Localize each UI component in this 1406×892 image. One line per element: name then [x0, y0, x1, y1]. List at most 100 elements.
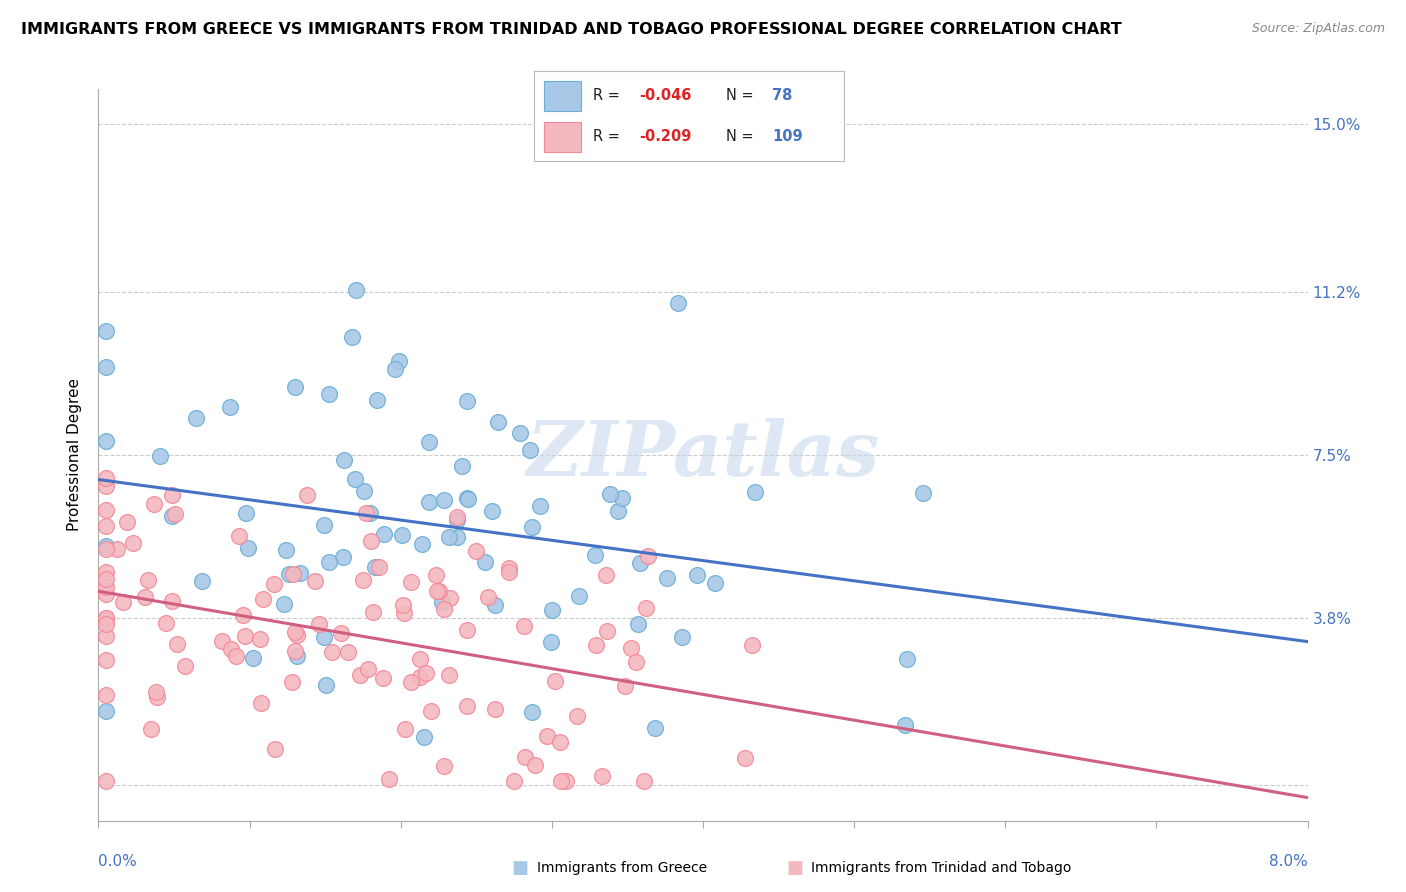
- Point: [249, 632, 271, 646]
- Point: [211, 633, 233, 648]
- Point: [520, 520, 543, 534]
- Point: [283, 567, 305, 582]
- Point: [412, 730, 434, 744]
- Point: [142, 497, 165, 511]
- Point: [591, 769, 613, 783]
- Point: [94, 471, 117, 485]
- Point: [359, 506, 381, 520]
- Text: ZIPatlas: ZIPatlas: [526, 418, 880, 491]
- Point: [94, 774, 117, 789]
- Point: [568, 589, 591, 603]
- Point: [186, 411, 208, 425]
- Point: [252, 591, 274, 606]
- Point: [446, 530, 468, 544]
- Point: [94, 653, 117, 667]
- Text: 0.0%: 0.0%: [98, 854, 138, 869]
- Point: [703, 576, 725, 591]
- Point: [409, 651, 432, 665]
- Text: 109: 109: [772, 129, 803, 145]
- Text: Immigrants from Trinidad and Tobago: Immigrants from Trinidad and Tobago: [811, 861, 1071, 875]
- Point: [377, 772, 399, 786]
- Text: R =: R =: [593, 129, 624, 145]
- Point: [734, 751, 756, 765]
- Point: [474, 555, 496, 569]
- Point: [141, 722, 163, 736]
- Point: [276, 542, 298, 557]
- Bar: [544, 81, 581, 111]
- Point: [536, 730, 558, 744]
- Text: ■: ■: [786, 859, 803, 877]
- Point: [360, 534, 382, 549]
- Point: [149, 449, 172, 463]
- Point: [596, 624, 619, 638]
- Point: [219, 641, 242, 656]
- Point: [232, 608, 254, 623]
- Point: [94, 479, 117, 493]
- Point: [411, 537, 433, 551]
- Point: [94, 324, 117, 338]
- Point: [160, 488, 183, 502]
- Point: [439, 591, 461, 605]
- Point: [235, 506, 257, 520]
- Point: [121, 535, 143, 549]
- Point: [238, 541, 260, 556]
- Point: [263, 577, 285, 591]
- Point: [321, 645, 343, 659]
- Point: [512, 619, 534, 633]
- Point: [585, 638, 607, 652]
- Point: [155, 615, 177, 630]
- Point: [166, 637, 188, 651]
- Point: [357, 662, 380, 676]
- Point: [446, 510, 468, 524]
- Point: [550, 774, 572, 789]
- Point: [394, 722, 416, 736]
- Point: [519, 443, 541, 458]
- Point: [627, 617, 650, 632]
- Point: [484, 598, 506, 612]
- Point: [628, 556, 651, 570]
- Point: [94, 572, 117, 586]
- Point: [94, 541, 117, 556]
- Point: [522, 706, 544, 720]
- Text: R =: R =: [593, 88, 624, 103]
- Point: [685, 567, 707, 582]
- Point: [312, 630, 335, 644]
- Point: [419, 704, 441, 718]
- Point: [344, 283, 367, 297]
- Point: [451, 459, 474, 474]
- Point: [446, 513, 468, 527]
- Point: [94, 503, 117, 517]
- Point: [173, 659, 195, 673]
- Point: [633, 774, 655, 789]
- Point: [610, 491, 633, 505]
- Point: [477, 590, 499, 604]
- Point: [94, 704, 117, 718]
- Point: [94, 580, 117, 594]
- Point: [399, 574, 422, 589]
- Point: [94, 610, 117, 624]
- Point: [595, 568, 617, 582]
- Point: [583, 549, 606, 563]
- Text: -0.209: -0.209: [640, 129, 692, 145]
- Point: [384, 362, 406, 376]
- Point: [373, 672, 395, 686]
- Point: [481, 504, 503, 518]
- Point: [364, 560, 387, 574]
- Point: [456, 394, 478, 409]
- Point: [433, 602, 456, 616]
- Point: [336, 645, 359, 659]
- Point: [544, 674, 567, 689]
- Point: [281, 674, 304, 689]
- Point: [391, 527, 413, 541]
- Point: [392, 598, 415, 612]
- Point: [94, 539, 117, 553]
- Point: [94, 617, 117, 632]
- Point: [284, 644, 307, 658]
- Point: [354, 506, 377, 520]
- Point: [433, 759, 456, 773]
- Point: [94, 566, 117, 580]
- Point: [373, 527, 395, 541]
- Point: [565, 708, 588, 723]
- Point: [550, 735, 572, 749]
- Y-axis label: Professional Degree: Professional Degree: [67, 378, 83, 532]
